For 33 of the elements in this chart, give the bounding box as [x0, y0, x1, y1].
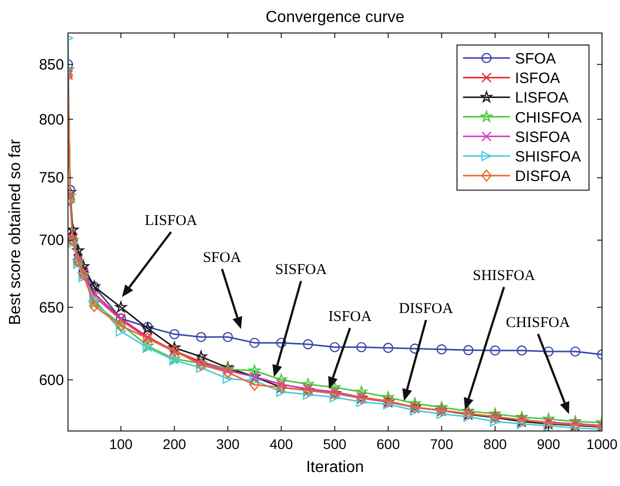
legend-label: SFOA [515, 50, 556, 68]
x-tick-label: 900 [536, 436, 560, 452]
chart-title: Convergence curve [266, 9, 404, 26]
legend-label: LISFOA [515, 90, 568, 107]
x-tick-label: 500 [323, 436, 347, 452]
legend-label: SHISFOA [515, 148, 581, 166]
y-tick-label: 750 [38, 170, 64, 187]
y-tick-label: 700 [38, 232, 64, 250]
annotation: SISFOA [275, 262, 328, 278]
x-tick-label: 1000 [586, 436, 618, 452]
x-tick-label: 200 [162, 436, 186, 452]
legend-label: CHISFOA [515, 109, 582, 126]
legend-label: ISFOA [515, 70, 560, 88]
x-tick-label: 100 [109, 436, 133, 452]
annotation: SFOA [202, 250, 242, 266]
x-tick-label: 400 [270, 436, 294, 452]
x-tick-label: 700 [430, 436, 454, 452]
x-tick-label: 600 [376, 436, 400, 452]
annotation: DISFOA [398, 301, 454, 317]
legend-label: DISFOA [515, 168, 571, 186]
legend-label: SISFOA [515, 128, 570, 146]
x-axis-title: Iteration [306, 459, 364, 476]
x-tick-label: 300 [216, 436, 240, 452]
y-tick-label: 800 [38, 111, 64, 128]
annotation: SHISFOA [472, 268, 536, 284]
annotation: LISFOA [144, 213, 198, 229]
y-tick-label: 650 [38, 299, 64, 316]
y-tick-label: 850 [38, 56, 64, 74]
y-axis-title: Best score obtained so far [7, 138, 24, 325]
annotation: ISFOA [328, 309, 372, 325]
y-tick-label: 600 [38, 372, 64, 389]
annotation: CHISFOA [506, 315, 570, 331]
x-tick-label: 800 [483, 436, 507, 452]
